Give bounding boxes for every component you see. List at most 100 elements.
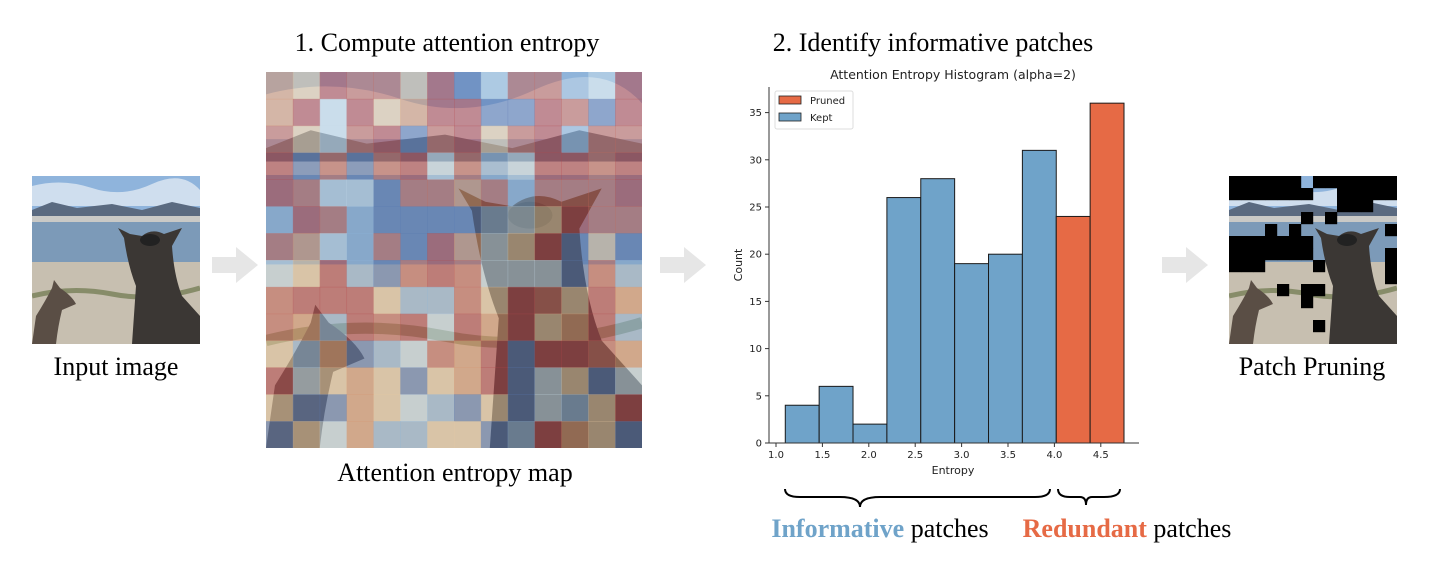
entropy-cell (427, 152, 455, 180)
entropy-cell (373, 98, 401, 127)
entropy-cell (346, 313, 374, 342)
entropy-cell (319, 421, 348, 448)
pruned-patch (1229, 260, 1242, 273)
entropy-cell (400, 340, 428, 368)
redundant-word: Redundant (1022, 514, 1147, 543)
pruned-patch (1265, 176, 1278, 189)
input-caption: Input image (53, 352, 179, 381)
entropy-cell (480, 72, 509, 100)
chart-title: Attention Entropy Histogram (alpha=2) (830, 67, 1076, 82)
pruned-patch (1301, 188, 1314, 201)
entropy-cell (292, 206, 321, 234)
entropy-cell (588, 72, 616, 100)
entropy-cell (615, 340, 642, 368)
entropy-cell (373, 394, 401, 422)
pruned-patch (1229, 248, 1242, 261)
pruned-patch (1253, 248, 1266, 261)
entropy-cell (346, 233, 374, 261)
pruned-patch (1349, 200, 1362, 213)
entropy-cell (373, 313, 401, 342)
pruned-patch (1337, 188, 1350, 201)
entropy-cell (427, 367, 455, 395)
entropy-cell (266, 394, 294, 422)
pruned-patch (1301, 296, 1314, 309)
pruned-patch (1361, 188, 1374, 201)
pruned-patch (1313, 320, 1326, 333)
entropy-cell (266, 152, 294, 180)
entropy-cell (266, 286, 294, 315)
entropy-cell (615, 206, 642, 234)
entropy-cell (292, 125, 321, 154)
brace-informative (784, 488, 1121, 508)
entropy-cell (427, 260, 455, 288)
entropy-cell (292, 286, 321, 315)
pruned-patch (1265, 224, 1278, 237)
entropy-cell (480, 125, 509, 154)
entropy-cell (588, 179, 616, 207)
x-tick-label: 3.5 (1000, 450, 1016, 461)
pruned-patch (1373, 188, 1386, 201)
entropy-cell (561, 206, 589, 234)
pruned-patch (1301, 212, 1314, 225)
entropy-cell (454, 233, 482, 261)
entropy-cell (534, 421, 562, 448)
entropy-cell (373, 421, 401, 448)
entropy-cell (534, 206, 562, 234)
pruned-patch (1241, 236, 1254, 249)
pruned-patch (1325, 212, 1338, 225)
entropy-cell (588, 152, 616, 180)
informative-rest: patches (904, 514, 989, 543)
entropy-map-caption: Attention entropy map (337, 458, 573, 487)
entropy-cell (507, 179, 536, 207)
y-tick-label: 20 (749, 250, 762, 261)
pruned-patch (1289, 236, 1302, 249)
pruned-patch (1301, 236, 1314, 249)
y-tick-label: 25 (749, 203, 762, 214)
entropy-cell (507, 125, 536, 154)
entropy-cell (373, 179, 401, 207)
y-axis-label: Count (732, 248, 745, 281)
entropy-cell (561, 313, 589, 342)
x-tick-label: 4.0 (1046, 450, 1062, 461)
informative-label: Informative patches (771, 514, 988, 544)
entropy-cell (561, 179, 589, 207)
pruned-patch (1325, 176, 1338, 189)
input-image (32, 176, 200, 344)
step1-title: 1. Compute attention entropy (294, 28, 600, 57)
entropy-cell (507, 367, 536, 395)
x-axis-label: Entropy (932, 464, 975, 477)
entropy-cell (319, 152, 348, 180)
entropy-cell (266, 421, 294, 448)
entropy-histogram: Attention Entropy Histogram (alpha=2) En… (732, 67, 1139, 477)
entropy-cell (454, 179, 482, 207)
entropy-cell (292, 421, 321, 448)
entropy-cell (400, 367, 428, 395)
entropy-cell (454, 394, 482, 422)
entropy-cell (561, 286, 589, 315)
entropy-cell (346, 179, 374, 207)
entropy-cell (427, 313, 455, 342)
entropy-cell (454, 260, 482, 288)
entropy-cell (454, 125, 482, 154)
entropy-cell (319, 72, 348, 100)
pruned-patch (1253, 176, 1266, 189)
entropy-cell (373, 340, 401, 368)
entropy-cell (319, 179, 348, 207)
pruned-patch (1289, 224, 1302, 237)
entropy-cell (319, 125, 348, 154)
pruned-patch (1289, 176, 1302, 189)
entropy-cell (507, 233, 536, 261)
x-tick-label: 2.5 (907, 450, 923, 461)
entropy-cell (373, 72, 401, 100)
entropy-cell (507, 286, 536, 315)
entropy-cell (588, 394, 616, 422)
entropy-cell (561, 260, 589, 288)
pruned-patch (1277, 188, 1290, 201)
entropy-cell (615, 72, 642, 100)
entropy-cell (534, 313, 562, 342)
entropy-cell (588, 206, 616, 234)
histogram-bar-kept (988, 253, 1023, 444)
y-tick-label: 5 (756, 391, 762, 402)
entropy-cell (427, 206, 455, 234)
entropy-cell (400, 421, 428, 448)
